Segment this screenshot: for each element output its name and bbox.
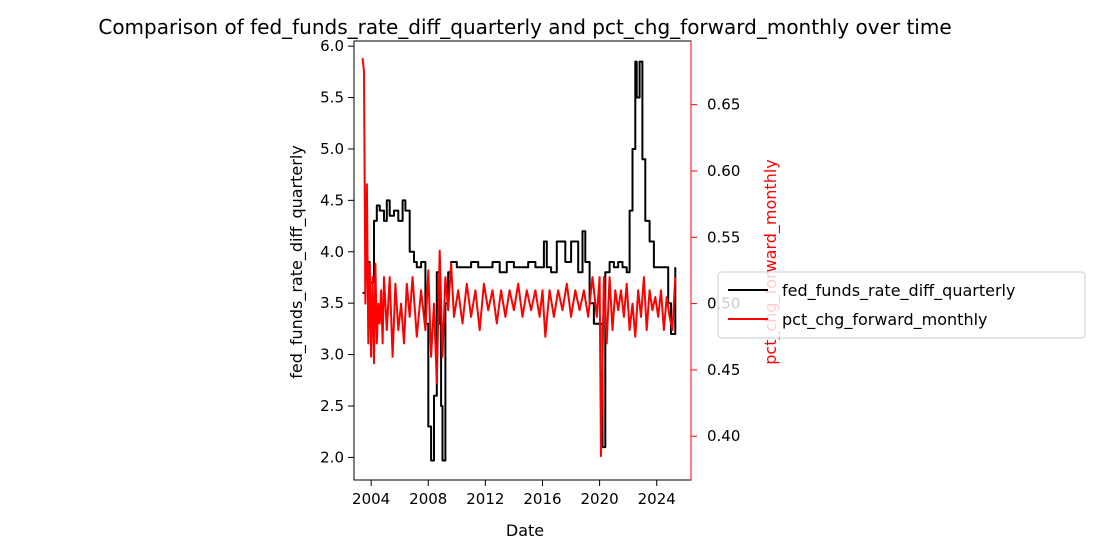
y-right-tick-label: 0.40 — [707, 427, 740, 445]
y-right-tick-label: 0.45 — [707, 361, 740, 379]
series-line-pct-chg-forward-monthly — [361, 58, 677, 458]
x-tick-label: 2024 — [638, 490, 676, 508]
x-tick-label: 2016 — [523, 490, 561, 508]
x-tick-label: 2020 — [581, 490, 619, 508]
y-right-tick-label: 0.60 — [707, 162, 740, 180]
legend-label-pct-chg: pct_chg_forward_monthly — [782, 310, 988, 330]
plot-frame — [353, 40, 692, 481]
y-axis-left-label: fed_funds_rate_diff_quarterly — [287, 145, 307, 378]
plot-area — [353, 40, 692, 481]
y-left-tick-label: 6.0 — [320, 37, 344, 55]
series-layer — [361, 58, 677, 462]
y-left-tick-label: 5.0 — [320, 140, 344, 158]
y-left-tick-label: 5.5 — [320, 89, 344, 107]
y-left-tick-label: 4.5 — [320, 191, 344, 209]
y-axis-left: 2.0 2.5 3.0 3.5 4.0 4.5 5.0 5.5 6.0 — [320, 37, 354, 466]
legend-label-fed-funds: fed_funds_rate_diff_quarterly — [782, 281, 1015, 301]
y-right-tick-label: 0.55 — [707, 228, 740, 246]
y-left-tick-label: 2.0 — [320, 448, 344, 466]
legend-box — [717, 271, 1086, 339]
chart-title: Comparison of fed_funds_rate_diff_quarte… — [98, 15, 951, 39]
y-left-tick-label: 2.5 — [320, 397, 344, 415]
y-axis-right: 0.400.450.500.550.600.65 — [691, 96, 740, 445]
y-right-tick-label: 0.65 — [707, 96, 740, 114]
x-axis-label: Date — [506, 521, 544, 540]
legend: fed_funds_rate_diff_quarterly pct_chg_fo… — [717, 271, 1086, 339]
x-axis: 2004 2008 2012 2016 2020 2024 — [352, 480, 676, 508]
x-tick-label: 2012 — [466, 490, 504, 508]
x-tick-label: 2008 — [409, 490, 447, 508]
y-left-tick-label: 3.0 — [320, 346, 344, 364]
x-tick-label: 2004 — [352, 490, 390, 508]
y-left-tick-label: 3.5 — [320, 294, 344, 312]
y-left-tick-label: 4.0 — [320, 243, 344, 261]
series-line-fed-funds-rate-diff-quarterly — [362, 60, 677, 462]
